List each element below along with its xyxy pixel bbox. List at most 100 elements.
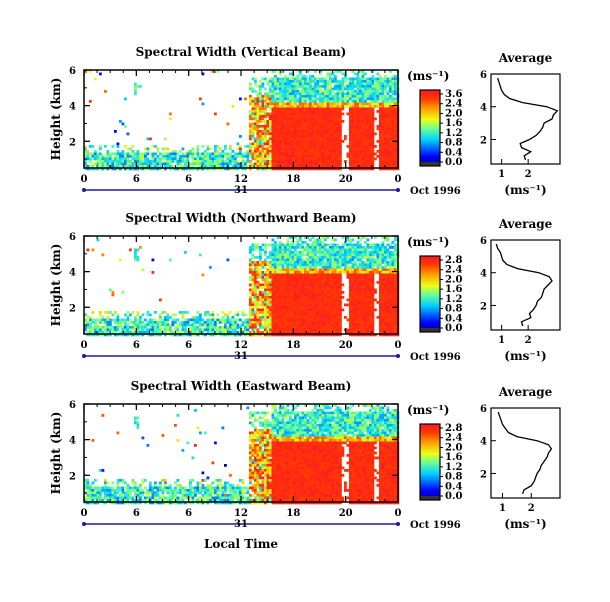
heatmap-cell bbox=[287, 329, 290, 332]
heatmap-cell bbox=[114, 326, 117, 329]
heatmap-cell bbox=[287, 113, 290, 116]
heatmap-cell bbox=[357, 299, 360, 302]
heatmap-cell bbox=[349, 93, 352, 96]
heatmap-cell bbox=[249, 319, 252, 322]
heatmap-cell bbox=[204, 329, 207, 332]
heatmap-cell bbox=[349, 239, 352, 242]
heatmap-cell bbox=[267, 311, 270, 314]
heatmap-cell bbox=[274, 251, 277, 254]
heatmap-cell bbox=[252, 145, 255, 148]
heatmap-cell bbox=[134, 93, 137, 96]
heatmap-cell bbox=[259, 150, 262, 153]
heatmap-cell bbox=[274, 284, 277, 287]
heatmap-cell bbox=[257, 160, 260, 163]
heatmap-cell bbox=[369, 145, 372, 148]
heatmap-cell bbox=[347, 98, 350, 101]
heatmap-cell bbox=[312, 95, 315, 98]
heatmap-cell bbox=[284, 294, 287, 297]
heatmap-cell bbox=[262, 261, 265, 264]
heatmap-cell bbox=[284, 78, 287, 81]
heatmap-cell bbox=[347, 256, 350, 259]
heatmap-cell bbox=[277, 289, 280, 292]
heatmap-cell bbox=[302, 83, 305, 86]
heatmap-cell bbox=[359, 125, 362, 128]
heatmap-cell bbox=[282, 153, 285, 156]
heatmap-cell bbox=[117, 163, 120, 166]
heatmap-cell bbox=[349, 150, 352, 153]
heatmap-cell bbox=[249, 135, 252, 138]
heatmap-cell bbox=[307, 115, 310, 118]
heatmap-cell bbox=[314, 128, 317, 131]
heatmap-cell bbox=[322, 100, 325, 103]
heatmap-cell bbox=[272, 324, 275, 327]
heatmap-cell bbox=[284, 326, 287, 329]
heatmap-cell bbox=[199, 163, 202, 166]
heatmap-cell bbox=[309, 103, 312, 106]
heatmap-cell bbox=[272, 143, 275, 146]
heatmap-cell bbox=[272, 90, 275, 93]
heatmap-cell bbox=[132, 153, 135, 156]
heatmap-cell bbox=[352, 110, 355, 113]
heatmap-cell bbox=[364, 148, 367, 151]
heatmap-cell bbox=[177, 163, 180, 166]
heatmap-cell bbox=[329, 319, 332, 322]
heatmap-cell bbox=[337, 281, 340, 284]
heatmap-cell bbox=[272, 309, 275, 312]
heatmap-cell bbox=[327, 120, 330, 123]
heatmap-cell bbox=[314, 155, 317, 158]
heatmap-cell bbox=[277, 324, 280, 327]
heatmap-cell bbox=[272, 246, 275, 249]
heatmap-cell bbox=[344, 105, 347, 108]
heatmap-cell bbox=[314, 269, 317, 272]
heatmap-cell bbox=[352, 155, 355, 158]
heatmap-cell bbox=[314, 138, 317, 141]
heatmap-cell bbox=[342, 264, 345, 267]
heatmap-cell bbox=[257, 145, 260, 148]
heatmap-cell bbox=[252, 289, 255, 292]
heatmap-cell bbox=[284, 145, 287, 148]
heatmap-cell bbox=[379, 128, 382, 131]
heatmap-cell bbox=[312, 291, 315, 294]
heatmap-cell bbox=[382, 130, 385, 133]
heatmap-cell bbox=[279, 160, 282, 163]
heatmap-cell bbox=[274, 125, 277, 128]
heatmap-cell bbox=[354, 249, 357, 252]
heatmap-cell bbox=[207, 319, 210, 322]
heatmap-cell bbox=[314, 251, 317, 254]
heatmap-cell bbox=[292, 78, 295, 81]
heatmap-cell bbox=[362, 73, 365, 76]
heatmap-cell bbox=[359, 123, 362, 126]
heatmap-cell bbox=[364, 311, 367, 314]
heatmap-cell bbox=[322, 125, 325, 128]
heatmap-cell bbox=[299, 130, 302, 133]
heatmap-cell bbox=[302, 80, 305, 83]
heatmap-cell bbox=[299, 264, 302, 267]
heatmap-cell bbox=[242, 153, 245, 156]
heatmap-cell bbox=[364, 163, 367, 166]
heatmap-cell bbox=[369, 83, 372, 86]
heatmap-cell bbox=[104, 158, 107, 161]
heatmap-cell bbox=[374, 118, 377, 121]
heatmap-cell bbox=[297, 279, 300, 282]
heatmap-cell bbox=[312, 251, 315, 254]
heatmap-cell bbox=[294, 304, 297, 307]
heatmap-cell bbox=[302, 296, 305, 299]
heatmap-cell bbox=[254, 281, 257, 284]
heatmap-cell bbox=[352, 138, 355, 141]
heatmap-cell bbox=[274, 148, 277, 151]
heatmap-cell bbox=[317, 256, 320, 259]
heatmap-cell bbox=[322, 299, 325, 302]
heatmap-cell bbox=[264, 100, 267, 103]
heatmap-cell bbox=[314, 274, 317, 277]
heatmap-cell bbox=[167, 319, 170, 322]
heatmap-cell bbox=[212, 314, 215, 317]
heatmap-cell bbox=[302, 125, 305, 128]
heatmap-cell bbox=[332, 294, 335, 297]
heatmap-cell bbox=[314, 279, 317, 282]
heatmap-cell bbox=[352, 266, 355, 269]
heatmap-cell bbox=[269, 85, 272, 88]
heatmap-cell bbox=[319, 271, 322, 274]
heatmap-cell bbox=[269, 291, 272, 294]
heatmap-cell bbox=[259, 135, 262, 138]
heatmap-cell bbox=[282, 158, 285, 161]
